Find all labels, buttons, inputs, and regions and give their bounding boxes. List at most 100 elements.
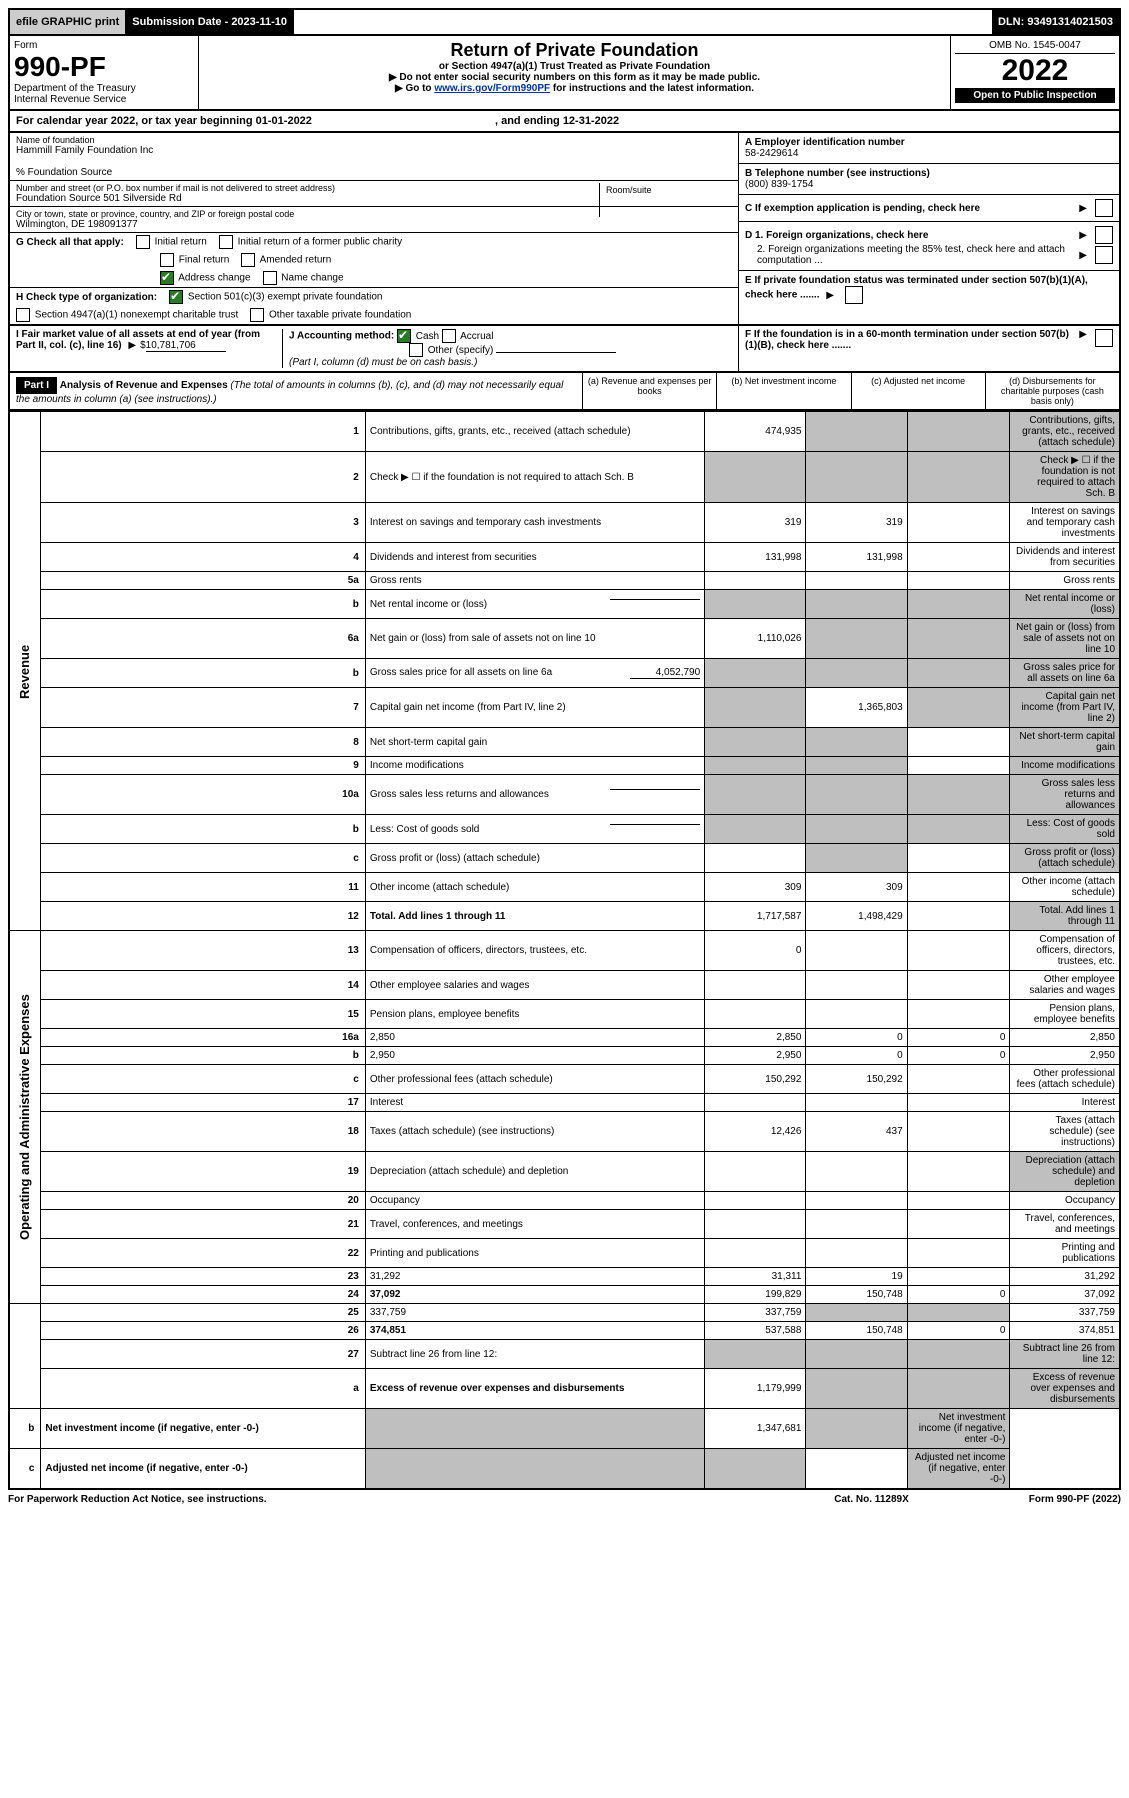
cell-b: 437 bbox=[806, 1112, 907, 1152]
cell-a bbox=[705, 815, 806, 844]
cell-d: Total. Add lines 1 through 11 bbox=[1010, 902, 1120, 931]
f-block: F If the foundation is in a 60-month ter… bbox=[739, 326, 1119, 354]
col-a-header: (a) Revenue and expenses per books bbox=[583, 373, 717, 409]
cell-d: 31,292 bbox=[1010, 1268, 1120, 1286]
room-suite-label: Room/suite bbox=[599, 183, 732, 217]
f-checkbox[interactable] bbox=[1095, 329, 1113, 347]
g-opt5[interactable]: Address change bbox=[160, 271, 251, 285]
j-accrual[interactable]: Accrual bbox=[442, 331, 494, 342]
cell-c bbox=[907, 590, 1010, 619]
line-desc: Interest on savings and temporary cash i… bbox=[365, 503, 704, 543]
cell-b bbox=[806, 1192, 907, 1210]
h-opt2[interactable]: Section 4947(a)(1) nonexempt charitable … bbox=[16, 308, 238, 322]
g-opt1[interactable]: Initial return bbox=[136, 235, 207, 249]
line-desc: Net gain or (loss) from sale of assets n… bbox=[365, 619, 704, 659]
arrow-icon: ▶ bbox=[1079, 203, 1087, 214]
arrow-icon: ▶ bbox=[1079, 250, 1087, 261]
line-num: b bbox=[41, 590, 365, 619]
cell-d: Depreciation (attach schedule) and deple… bbox=[1010, 1152, 1120, 1192]
entity-left: Name of foundation Hammill Family Founda… bbox=[10, 133, 739, 324]
cell-c bbox=[907, 503, 1010, 543]
cell-b bbox=[806, 1152, 907, 1192]
cell-b bbox=[806, 412, 907, 452]
form-label: Form bbox=[14, 40, 194, 51]
c-block: C If exemption application is pending, c… bbox=[739, 195, 1119, 222]
cell-a: 1,179,999 bbox=[705, 1369, 806, 1409]
line-num: 19 bbox=[41, 1152, 365, 1192]
a-label: A Employer identification number bbox=[745, 137, 1113, 148]
cell-c bbox=[907, 815, 1010, 844]
cell-b bbox=[806, 1340, 907, 1369]
cell-b: 1,498,429 bbox=[806, 902, 907, 931]
arrow-icon: ▶ bbox=[1079, 329, 1087, 340]
e-checkbox[interactable] bbox=[845, 286, 863, 304]
line-desc: 37,092 bbox=[365, 1286, 704, 1304]
phone-block: B Telephone number (see instructions) (8… bbox=[739, 164, 1119, 195]
g-opt6[interactable]: Name change bbox=[263, 271, 344, 285]
line-num: 5a bbox=[41, 572, 365, 590]
cell-d: Excess of revenue over expenses and disb… bbox=[1010, 1369, 1120, 1409]
arrow-icon: ▶ bbox=[826, 290, 834, 301]
footer-left: For Paperwork Reduction Act Notice, see … bbox=[8, 1494, 267, 1505]
irs-label: Internal Revenue Service bbox=[14, 94, 194, 105]
line-num: 14 bbox=[41, 971, 365, 1000]
i-block: I Fair market value of all assets at end… bbox=[16, 329, 283, 368]
foundation-name: Hammill Family Foundation Inc bbox=[16, 145, 732, 156]
cell-a: 0 bbox=[705, 931, 806, 971]
c-checkbox[interactable] bbox=[1095, 199, 1113, 217]
line-num: c bbox=[41, 844, 365, 873]
d2-checkbox[interactable] bbox=[1095, 246, 1113, 264]
cell-d: Adjusted net income (if negative, enter … bbox=[907, 1449, 1010, 1490]
line-num: 24 bbox=[41, 1286, 365, 1304]
name-label: Name of foundation bbox=[16, 135, 732, 145]
cell-c bbox=[907, 1340, 1010, 1369]
cell-b: 150,748 bbox=[806, 1322, 907, 1340]
entity-right: A Employer identification number 58-2429… bbox=[739, 133, 1119, 324]
cell-b bbox=[806, 1210, 907, 1239]
h-row: H Check type of organization: Section 50… bbox=[10, 288, 738, 306]
cell-a bbox=[705, 1094, 806, 1112]
j-cash[interactable]: Cash bbox=[397, 331, 439, 342]
cell-d: Compensation of officers, directors, tru… bbox=[1010, 931, 1120, 971]
phone: (800) 839-1754 bbox=[745, 179, 1113, 190]
expenses-section-label: Operating and Administrative Expenses bbox=[9, 931, 41, 1304]
entity-section: Name of foundation Hammill Family Founda… bbox=[8, 133, 1121, 326]
careof: % Foundation Source bbox=[16, 167, 732, 178]
h-opt3[interactable]: Other taxable private foundation bbox=[250, 308, 411, 322]
line-desc: Other income (attach schedule) bbox=[365, 873, 704, 902]
line-desc: Other professional fees (attach schedule… bbox=[365, 1065, 704, 1094]
line-desc: 31,292 bbox=[365, 1268, 704, 1286]
cell-b: 150,748 bbox=[806, 1286, 907, 1304]
cell-a: 2,950 bbox=[705, 1047, 806, 1065]
cell-a: 1,717,587 bbox=[705, 902, 806, 931]
form-title: Return of Private Foundation bbox=[203, 40, 946, 61]
cell-c bbox=[907, 902, 1010, 931]
form-number: 990-PF bbox=[14, 51, 194, 83]
line-desc: Excess of revenue over expenses and disb… bbox=[365, 1369, 704, 1409]
line-num: c bbox=[41, 1065, 365, 1094]
h-opt1[interactable]: Section 501(c)(3) exempt private foundat… bbox=[169, 290, 382, 304]
line-desc: Total. Add lines 1 through 11 bbox=[365, 902, 704, 931]
part1-desc-header: Part I Analysis of Revenue and Expenses … bbox=[10, 373, 583, 409]
cell-c bbox=[907, 728, 1010, 757]
calyear-end: , and ending 12-31-2022 bbox=[495, 115, 619, 127]
line-num: 20 bbox=[41, 1192, 365, 1210]
irs-link[interactable]: www.irs.gov/Form990PF bbox=[434, 83, 550, 94]
g-opt2[interactable]: Initial return of a former public charit… bbox=[219, 235, 402, 249]
line-desc: Income modifications bbox=[365, 757, 704, 775]
address-block: Room/suite Number and street (or P.O. bo… bbox=[10, 181, 738, 207]
cell-c bbox=[907, 1000, 1010, 1029]
cell-a: 12,426 bbox=[705, 1112, 806, 1152]
part1-header-row: Part I Analysis of Revenue and Expenses … bbox=[8, 373, 1121, 411]
cell-c bbox=[907, 1192, 1010, 1210]
line-num: 4 bbox=[41, 543, 365, 572]
line-num: 6a bbox=[41, 619, 365, 659]
cell-a bbox=[705, 1000, 806, 1029]
g-opt3[interactable]: Final return bbox=[160, 253, 229, 267]
calyear-begin: For calendar year 2022, or tax year begi… bbox=[16, 115, 312, 127]
efile-label: efile GRAPHIC print bbox=[10, 10, 126, 34]
j-other[interactable]: Other (specify) bbox=[409, 345, 493, 356]
footer-row: For Paperwork Reduction Act Notice, see … bbox=[8, 1490, 1121, 1509]
g-opt4[interactable]: Amended return bbox=[241, 253, 331, 267]
d1-checkbox[interactable] bbox=[1095, 226, 1113, 244]
